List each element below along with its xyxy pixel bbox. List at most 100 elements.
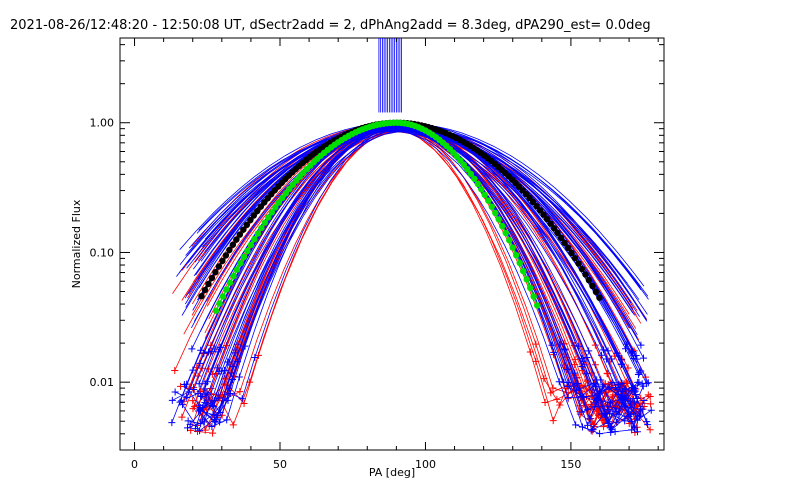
plus-marker	[604, 419, 612, 427]
plus-marker	[575, 342, 583, 350]
plus-marker	[193, 364, 201, 372]
plus-marker	[171, 367, 179, 375]
x-tick-label: 100	[415, 458, 436, 471]
plus-marker	[597, 376, 605, 384]
x-tick-label: 50	[273, 458, 287, 471]
plus-marker	[630, 355, 638, 363]
plus-marker	[615, 352, 623, 360]
plus-marker	[208, 423, 216, 431]
plus-marker	[168, 396, 176, 404]
plus-marker	[623, 412, 631, 420]
flux-curve-line	[192, 131, 648, 409]
plus-marker	[564, 378, 572, 386]
plus-marker	[184, 424, 192, 432]
plus-marker	[571, 369, 579, 377]
plus-marker	[168, 419, 176, 427]
flux-curve-line	[188, 123, 648, 425]
plus-marker	[191, 425, 199, 433]
flux-curve-line	[201, 129, 626, 397]
plus-marker	[215, 394, 223, 402]
plus-marker	[578, 363, 586, 371]
plus-marker	[189, 405, 197, 413]
plus-marker	[190, 386, 198, 394]
flux-curve	[192, 130, 636, 429]
plus-marker	[633, 416, 641, 424]
vertical-band	[378, 38, 403, 113]
x-tick-label: 150	[560, 458, 581, 471]
plus-marker	[532, 340, 540, 348]
plot-area: 0 50 100 150 0.01 0.10 1.00	[90, 37, 665, 471]
plus-marker	[564, 394, 572, 402]
plus-marker	[608, 378, 616, 386]
y-tick-label: 1.00	[90, 117, 115, 130]
plus-marker	[196, 407, 204, 415]
plus-marker	[196, 405, 204, 413]
plus-marker	[549, 384, 557, 392]
x-axis: 0 50 100 150	[131, 38, 659, 471]
plus-marker	[241, 342, 249, 350]
plus-marker	[644, 421, 652, 429]
plus-marker	[578, 408, 586, 416]
green-fit-curve	[212, 119, 541, 314]
plus-marker	[640, 396, 648, 404]
flux-curve-line	[192, 130, 633, 427]
plus-marker	[584, 421, 592, 429]
y-axis-label: Normalized Flux	[70, 199, 83, 288]
plus-marker	[639, 382, 647, 390]
fit-point	[212, 307, 220, 314]
plus-marker	[532, 357, 540, 365]
flux-curve	[187, 123, 645, 317]
plus-marker	[626, 397, 634, 405]
y-tick-label: 0.10	[90, 246, 115, 259]
plus-marker	[240, 399, 248, 407]
plus-marker	[255, 351, 263, 359]
plus-marker	[197, 346, 205, 354]
plus-marker	[572, 421, 580, 429]
series-layer	[168, 38, 655, 438]
plus-marker	[236, 388, 244, 396]
plus-marker	[224, 396, 232, 404]
plus-marker	[570, 381, 578, 389]
plus-marker	[617, 360, 625, 368]
plus-marker	[582, 370, 590, 378]
plus-marker	[644, 391, 652, 399]
plus-marker	[201, 399, 209, 407]
plus-marker	[640, 354, 648, 362]
x-axis-label: PA [deg]	[369, 466, 415, 479]
plus-marker	[547, 389, 555, 397]
plus-marker	[218, 367, 226, 375]
plus-marker	[646, 426, 654, 434]
plus-marker	[183, 393, 191, 401]
plus-marker	[201, 380, 209, 388]
plus-marker	[637, 341, 645, 349]
plus-marker	[634, 378, 642, 386]
plus-marker	[204, 348, 212, 356]
plus-marker	[197, 392, 205, 400]
plus-marker	[643, 418, 651, 426]
plus-marker	[607, 355, 615, 363]
plus-marker	[604, 402, 612, 410]
plus-marker	[563, 366, 571, 374]
plus-marker	[647, 400, 655, 408]
plus-marker	[583, 353, 591, 361]
plus-marker	[235, 373, 243, 381]
plus-marker	[604, 370, 612, 378]
plus-marker	[251, 353, 259, 361]
flux-curve-line	[182, 129, 635, 432]
plus-marker	[630, 399, 638, 407]
x-tick-label: 0	[131, 458, 138, 471]
plus-marker	[647, 406, 655, 414]
plus-marker	[614, 390, 622, 398]
plot-frame	[119, 37, 665, 451]
y-axis: 0.01 0.10 1.00	[90, 44, 664, 451]
chart-title: 2021-08-26/12:48:20 - 12:50:08 UT, dSect…	[10, 18, 651, 33]
plus-marker	[633, 428, 641, 436]
plus-marker	[183, 380, 191, 388]
plus-marker	[178, 413, 186, 421]
plus-marker	[608, 426, 616, 434]
plus-marker	[216, 343, 224, 351]
flux-curve-line	[187, 123, 645, 317]
plus-marker	[646, 393, 654, 401]
flux-curve-line	[171, 131, 635, 423]
flux-curve-line	[198, 125, 638, 401]
